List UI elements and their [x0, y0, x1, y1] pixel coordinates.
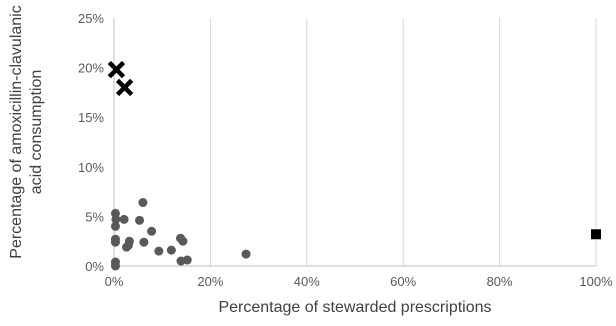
data-point-circle: [110, 261, 120, 271]
x-tick-label: 40%: [294, 274, 320, 289]
data-point-circle: [135, 215, 145, 225]
data-point-circle: [154, 246, 164, 256]
x-tick-label: 80%: [487, 274, 513, 289]
y-tick-label: 0%: [85, 259, 104, 274]
data-point-circle: [182, 255, 192, 265]
data-point-circle: [139, 237, 149, 247]
data-point-circle: [241, 249, 251, 259]
y-tick-label: 25%: [78, 11, 104, 26]
data-point-circle: [138, 198, 148, 208]
data-point-cross: [107, 60, 126, 79]
data-points: [107, 60, 601, 271]
x-tick-label: 60%: [390, 274, 416, 289]
data-point-circle: [110, 221, 120, 231]
y-tick-label: 10%: [78, 160, 104, 175]
x-tick-label: 20%: [197, 274, 223, 289]
x-tick-label: 100%: [579, 274, 613, 289]
data-point-circle: [147, 226, 157, 236]
data-point-circle: [166, 245, 176, 255]
data-point-cross: [115, 78, 134, 97]
y-tick-label: 20%: [78, 61, 104, 76]
data-point-circle: [119, 214, 129, 224]
axes: [113, 18, 596, 267]
data-point-circle: [178, 236, 188, 246]
data-point-circle: [111, 214, 121, 224]
y-axis-title-line-2: acid consumption: [28, 70, 45, 195]
y-tick-label: 15%: [78, 110, 104, 125]
y-tick-label: 5%: [85, 209, 104, 224]
y-axis-title-line-1: Percentage of amoxicillin-clavulanic: [8, 5, 25, 258]
data-point-square: [591, 229, 601, 240]
x-axis-title: Percentage of stewarded prescriptions: [218, 299, 491, 316]
x-tick-label: 0%: [105, 274, 124, 289]
gridlines: [209, 18, 597, 266]
data-point-circle: [110, 237, 120, 247]
tick-labels: 0% 5% 10% 15% 20% 25% 0% 20% 40% 60% 80% 100%: [78, 11, 613, 289]
data-point-circle: [122, 242, 132, 252]
